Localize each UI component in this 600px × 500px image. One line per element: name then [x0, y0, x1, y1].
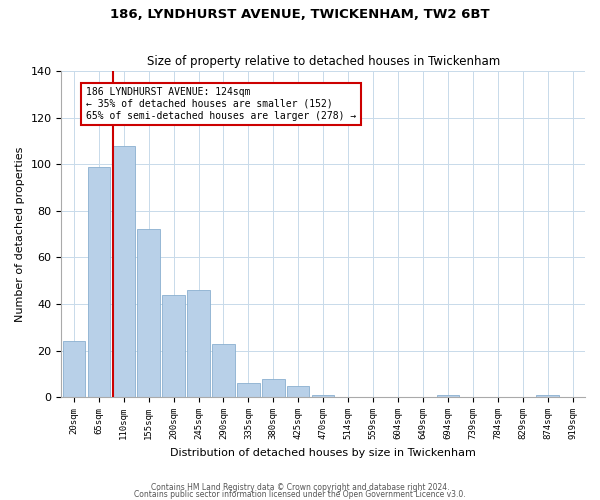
Bar: [137, 230, 160, 397]
X-axis label: Distribution of detached houses by size in Twickenham: Distribution of detached houses by size …: [170, 448, 476, 458]
Bar: [163, 294, 185, 397]
Text: 186, LYNDHURST AVENUE, TWICKENHAM, TW2 6BT: 186, LYNDHURST AVENUE, TWICKENHAM, TW2 6…: [110, 8, 490, 20]
Bar: [113, 146, 135, 397]
Text: Contains HM Land Registry data © Crown copyright and database right 2024.: Contains HM Land Registry data © Crown c…: [151, 484, 449, 492]
Bar: [62, 342, 85, 397]
Bar: [536, 395, 559, 397]
Bar: [187, 290, 210, 397]
Bar: [88, 166, 110, 397]
Bar: [287, 386, 310, 397]
Text: 186 LYNDHURST AVENUE: 124sqm
← 35% of detached houses are smaller (152)
65% of s: 186 LYNDHURST AVENUE: 124sqm ← 35% of de…: [86, 88, 356, 120]
Bar: [437, 395, 459, 397]
Title: Size of property relative to detached houses in Twickenham: Size of property relative to detached ho…: [146, 56, 500, 68]
Bar: [312, 395, 334, 397]
Bar: [237, 383, 260, 397]
Bar: [262, 378, 284, 397]
Text: Contains public sector information licensed under the Open Government Licence v3: Contains public sector information licen…: [134, 490, 466, 499]
Y-axis label: Number of detached properties: Number of detached properties: [15, 146, 25, 322]
Bar: [212, 344, 235, 397]
